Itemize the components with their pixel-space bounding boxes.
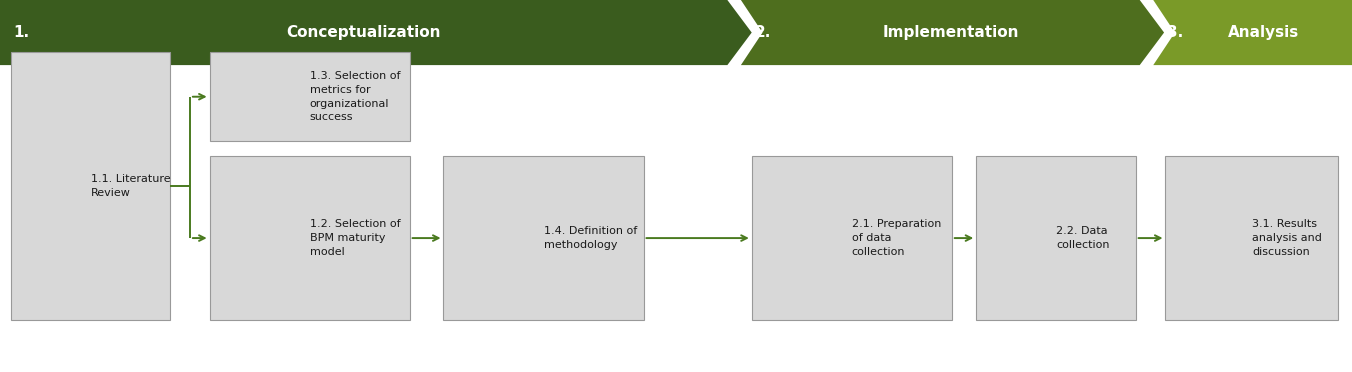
Text: 1.3. Selection of
metrics for
organizational
success: 1.3. Selection of metrics for organizati…: [310, 71, 400, 122]
Text: Conceptualization: Conceptualization: [287, 25, 441, 40]
Text: Implementation: Implementation: [883, 25, 1019, 40]
FancyBboxPatch shape: [443, 156, 644, 320]
Text: 2.: 2.: [754, 25, 771, 40]
FancyBboxPatch shape: [976, 156, 1136, 320]
Text: Analysis: Analysis: [1228, 25, 1299, 40]
Text: 1.: 1.: [14, 25, 30, 40]
Polygon shape: [1153, 0, 1352, 65]
FancyBboxPatch shape: [210, 156, 410, 320]
Text: 1.1. Literature
Review: 1.1. Literature Review: [91, 174, 170, 198]
FancyBboxPatch shape: [752, 156, 952, 320]
Text: 3.1. Results
analysis and
discussion: 3.1. Results analysis and discussion: [1252, 219, 1322, 257]
FancyBboxPatch shape: [1165, 156, 1338, 320]
Polygon shape: [0, 0, 752, 65]
Text: 1.2. Selection of
BPM maturity
model: 1.2. Selection of BPM maturity model: [310, 219, 400, 257]
Text: 2.1. Preparation
of data
collection: 2.1. Preparation of data collection: [852, 219, 941, 257]
Text: 1.4. Definition of
methodology: 1.4. Definition of methodology: [544, 226, 637, 250]
FancyBboxPatch shape: [11, 52, 170, 320]
Text: 3.: 3.: [1167, 25, 1183, 40]
Text: 2.2. Data
collection: 2.2. Data collection: [1056, 226, 1110, 250]
FancyBboxPatch shape: [210, 52, 410, 141]
Polygon shape: [741, 0, 1164, 65]
